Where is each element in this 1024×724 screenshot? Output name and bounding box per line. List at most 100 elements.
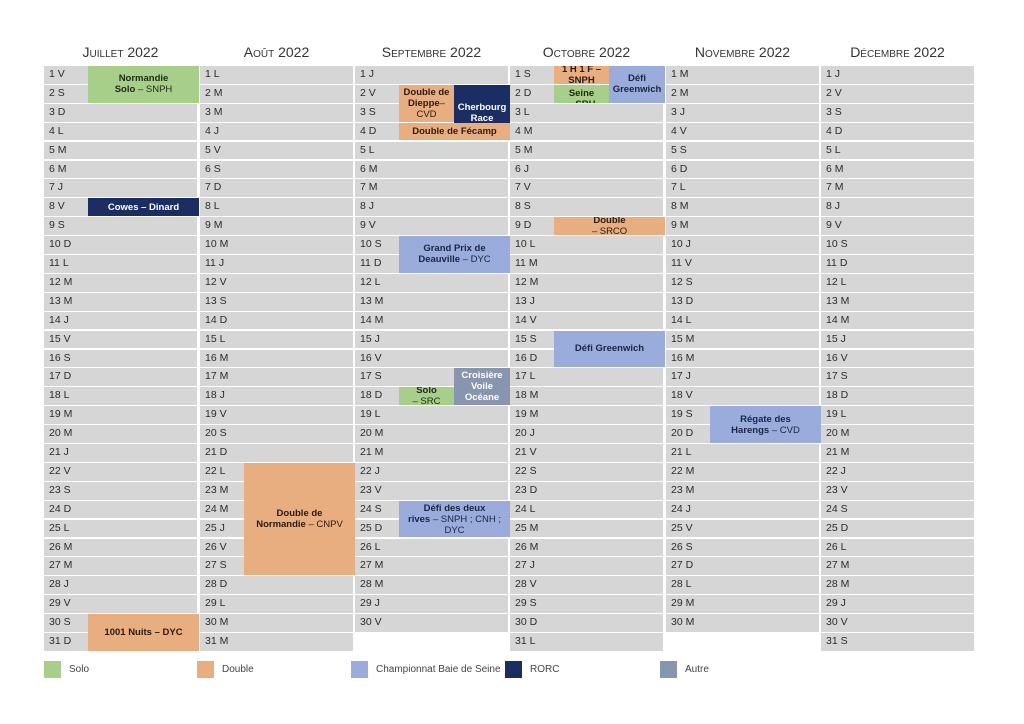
- day-row: 2 M: [666, 84, 819, 103]
- day-row: 31 S: [821, 633, 974, 651]
- day-row: 30 M: [666, 614, 819, 632]
- day-row: 26 M: [44, 538, 197, 557]
- day-row: 4 V: [666, 122, 819, 141]
- day-row: 19 L: [821, 406, 974, 424]
- day-row: 29 V: [44, 595, 197, 613]
- day-row: 1 M: [666, 66, 819, 84]
- day-row: 28 V: [510, 576, 663, 595]
- event-block[interactable]: Régate des Harengs – CVD: [710, 406, 821, 443]
- day-row: 8 M: [666, 198, 819, 217]
- legend-swatch: [44, 660, 61, 678]
- day-row: 16 V: [355, 349, 508, 368]
- day-row: 20 S: [200, 425, 353, 443]
- event-block[interactable]: 1001 Nuits – DYC: [88, 614, 199, 651]
- event-block[interactable]: Double de Fécamp: [399, 122, 510, 141]
- event-block[interactable]: Double de Normandie – CNPV: [244, 462, 355, 576]
- day-row: 27 M: [355, 557, 508, 576]
- day-row: 18 J: [200, 387, 353, 406]
- day-row: 6 S: [200, 160, 353, 179]
- event-line: rives – SNPH ; CNH ;: [408, 514, 501, 525]
- event-title-cont: Solo: [114, 84, 136, 96]
- day-row: 15 J: [355, 330, 508, 349]
- day-row: 14 L: [666, 311, 819, 330]
- event-line: SNPH: [568, 75, 594, 84]
- day-row: 26 M: [510, 538, 663, 557]
- month-title: Novembre 2022: [694, 44, 791, 60]
- day-row: 22 J: [821, 462, 974, 481]
- day-row: 24 S: [821, 500, 974, 519]
- day-row: 7 D: [200, 179, 353, 198]
- day-row: 11 V: [666, 255, 819, 273]
- event-block[interactable]: Solo – SRC: [399, 387, 454, 406]
- event-block[interactable]: Normandie Solo – SNPH: [88, 66, 199, 103]
- event-club: – DYC: [460, 254, 491, 266]
- day-row: 21 J: [44, 444, 197, 462]
- event-block[interactable]: 1 H 1 F – SNPH: [554, 66, 609, 84]
- event-title-cont: SNPH: [568, 74, 595, 84]
- event-line-3: Océane: [464, 392, 500, 404]
- day-row: 18 D: [821, 387, 974, 406]
- day-row: 7 J: [44, 179, 197, 198]
- event-block[interactable]: Croisière Voile Océane: [454, 368, 510, 406]
- day-row: 4 L: [44, 122, 197, 141]
- day-row: 29 L: [200, 595, 353, 613]
- event-block[interactable]: Cowes – Dinard: [88, 198, 199, 217]
- event-title: Cherbourg: [457, 101, 507, 113]
- day-row: 15 M: [666, 330, 819, 349]
- event-title: Double de: [403, 86, 450, 98]
- day-row: 5 L: [821, 141, 974, 160]
- day-row: 31 M: [200, 633, 353, 651]
- day-row: 1 J: [355, 66, 508, 84]
- event-block[interactable]: Double – SRCO: [554, 217, 665, 235]
- day-row: 23 D: [510, 481, 663, 500]
- day-row: 4 D: [821, 122, 974, 141]
- event-title: Solo: [416, 387, 437, 397]
- event-block[interactable]: Défi Greenwich: [609, 66, 665, 103]
- event-title-cont: Greenwich: [612, 84, 662, 96]
- day-row: 9 V: [355, 217, 508, 235]
- event-block[interactable]: Double de Dieppe– CVD: [399, 84, 454, 122]
- day-row: 25 V: [666, 519, 819, 538]
- day-row: 10 J: [666, 236, 819, 254]
- day-row: 18 V: [666, 387, 819, 406]
- day-row: 22 V: [44, 462, 197, 481]
- day-row: 27 J: [510, 557, 663, 576]
- day-row: 21 M: [821, 444, 974, 462]
- day-row: 17 D: [44, 368, 197, 387]
- day-row: 28 L: [666, 576, 819, 595]
- legend-label: Championnat Baie de Seine: [376, 663, 501, 675]
- day-row: 29 J: [355, 595, 508, 613]
- event-line: Deauville – DYC: [418, 254, 490, 265]
- day-row: 10 L: [510, 236, 663, 254]
- event-line: Harengs – CVD: [731, 425, 800, 436]
- day-row: 10 S: [821, 236, 974, 254]
- event-block[interactable]: Grand Prix de Deauville – DYC: [399, 236, 510, 273]
- legend-swatch: [505, 660, 522, 678]
- day-row: 1 J: [821, 66, 974, 84]
- day-row: 28 D: [200, 576, 353, 595]
- day-row: 18 L: [44, 387, 197, 406]
- day-row: 14 V: [510, 311, 663, 330]
- day-row: 27 M: [821, 557, 974, 576]
- day-row: 20 M: [821, 425, 974, 443]
- day-row: 8 J: [821, 198, 974, 217]
- event-block[interactable]: Défi des deux rives – SNPH ; CNH ; DYC: [399, 500, 510, 538]
- day-row: 23 V: [355, 481, 508, 500]
- day-row: 12 M: [510, 273, 663, 292]
- day-row: 8 L: [200, 198, 353, 217]
- month-title: Octobre 2022: [542, 44, 631, 60]
- day-row: 30 V: [355, 614, 508, 632]
- event-block[interactable]: Défi Greenwich: [554, 330, 665, 368]
- event-title-cont: Voile: [471, 381, 493, 393]
- event-block[interactable]: Sol en Seine– SRH: [554, 84, 609, 103]
- day-row: 15 V: [44, 330, 197, 349]
- day-row: 6 M: [44, 160, 197, 179]
- day-row: 5 V: [200, 141, 353, 160]
- legend-item: Double: [197, 660, 254, 678]
- event-title: 1001 Nuits – DYC: [104, 626, 183, 638]
- day-row: 13 M: [44, 292, 197, 311]
- day-row: 9 S: [44, 217, 197, 235]
